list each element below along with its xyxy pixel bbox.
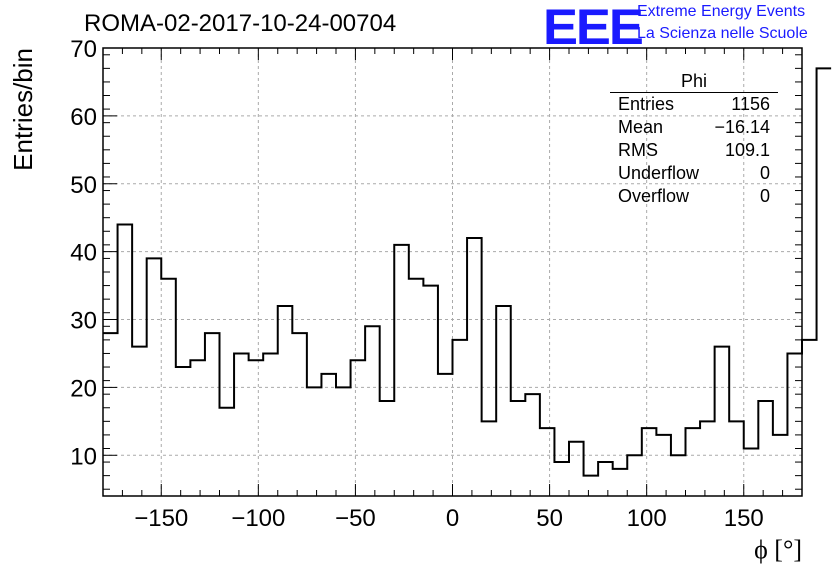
histogram-bin <box>511 401 526 496</box>
stats-value: 109.1 <box>724 140 770 160</box>
histogram-bars <box>103 67 832 496</box>
histogram-bin <box>176 367 191 496</box>
histogram-bin <box>190 360 205 496</box>
stats-row-rms: RMS 109.1 <box>610 139 778 162</box>
histogram-bin <box>467 238 482 496</box>
histogram-bin <box>336 387 351 496</box>
eee-logo: EEE <box>543 0 644 55</box>
histogram-bin <box>758 401 773 496</box>
y-axis-title: Entries/bin <box>8 48 38 171</box>
histogram-bin <box>205 333 220 496</box>
histogram-bin <box>132 347 147 496</box>
histogram-bin <box>292 333 307 496</box>
stats-label: Overflow <box>618 186 690 206</box>
histogram-bin <box>278 306 293 496</box>
stats-label: RMS <box>618 140 658 160</box>
histogram-outline <box>103 67 832 477</box>
histogram-bin <box>540 428 555 496</box>
histogram-bin <box>103 333 118 496</box>
axis-labels: −150 −100 −50 0 50 100 150 10 20 30 40 50 60 70 ϕ [°] E… <box>8 36 802 564</box>
stats-box: Phi Entries 1156 Mean −16.14 RMS 109.1 U… <box>610 70 778 208</box>
y-tick-label: 10 <box>70 443 97 470</box>
histogram-bin <box>700 421 715 496</box>
y-tick-label: 30 <box>70 308 97 335</box>
histogram-bin <box>744 448 759 496</box>
y-tick-label: 50 <box>70 172 97 199</box>
histogram-bin <box>686 428 701 496</box>
histogram-bin <box>642 428 657 496</box>
histogram-bin <box>147 258 162 496</box>
y-tick-label: 70 <box>70 36 97 63</box>
histogram-bin <box>220 408 235 496</box>
x-tick-label: 0 <box>446 505 459 532</box>
histogram-bin <box>773 435 788 496</box>
histogram-bin <box>438 374 453 496</box>
histogram-bin <box>613 469 628 496</box>
stats-row-underflow: Underflow 0 <box>610 162 778 185</box>
run-title: ROMA-02-2017-10-24-00704 <box>84 10 397 37</box>
histogram-bin <box>817 68 832 496</box>
histogram-bin <box>249 360 264 496</box>
stats-label: Mean <box>618 117 664 137</box>
x-tick-label: 50 <box>536 505 563 532</box>
histogram-bin <box>496 306 511 496</box>
histogram-bin <box>482 421 497 496</box>
brand-line-1: Extreme Energy Events <box>637 3 806 20</box>
histogram-bin <box>321 374 336 496</box>
stats-title: Phi <box>610 70 778 93</box>
histogram-bin <box>525 394 540 496</box>
stats-value: 0 <box>759 186 770 206</box>
stats-row-mean: Mean −16.14 <box>610 116 778 139</box>
histogram-bin <box>787 353 802 496</box>
histogram-bin <box>656 435 671 496</box>
histogram-bin <box>307 387 322 496</box>
histogram-bin <box>423 286 438 496</box>
histogram-bin <box>569 442 584 496</box>
stats-value: −16.14 <box>714 117 770 137</box>
histogram-bin <box>409 279 424 496</box>
axes <box>102 47 803 497</box>
brand-line-2: La Scienza nelle Scuole <box>637 25 808 42</box>
histogram-bin <box>161 279 176 496</box>
histogram-bin <box>598 462 613 496</box>
stats-label: Entries <box>618 94 675 114</box>
stats-row-overflow: Overflow 0 <box>610 185 778 208</box>
histogram-bin <box>729 421 744 496</box>
histogram-bin <box>627 455 642 496</box>
x-tick-label: 100 <box>627 505 667 532</box>
histogram-bin <box>453 340 468 496</box>
histogram-bin <box>380 401 395 496</box>
histogram-bin <box>715 347 730 496</box>
x-tick-label: −50 <box>335 505 376 532</box>
histogram-bin <box>584 476 599 496</box>
x-tick-label: −150 <box>134 505 188 532</box>
histogram-bin <box>263 353 278 496</box>
x-tick-label: −100 <box>231 505 285 532</box>
y-tick-label: 20 <box>70 375 97 402</box>
x-tick-label: 150 <box>724 505 764 532</box>
stats-label: Underflow <box>618 163 700 183</box>
stats-value: 1156 <box>731 94 770 114</box>
histogram-bin <box>234 353 249 496</box>
histogram-bin <box>365 326 380 496</box>
stats-row-entries: Entries 1156 <box>610 93 778 116</box>
y-tick-label: 40 <box>70 240 97 267</box>
histogram-bin <box>554 462 569 496</box>
histogram-bin <box>351 360 366 496</box>
y-tick-label: 60 <box>70 104 97 131</box>
histogram-bin <box>118 224 133 496</box>
histogram-bin <box>394 245 409 496</box>
stats-value: 0 <box>759 163 770 183</box>
x-axis-title: ϕ [°] <box>754 535 802 564</box>
histogram-bin <box>802 340 817 496</box>
histogram-bin <box>671 455 686 496</box>
